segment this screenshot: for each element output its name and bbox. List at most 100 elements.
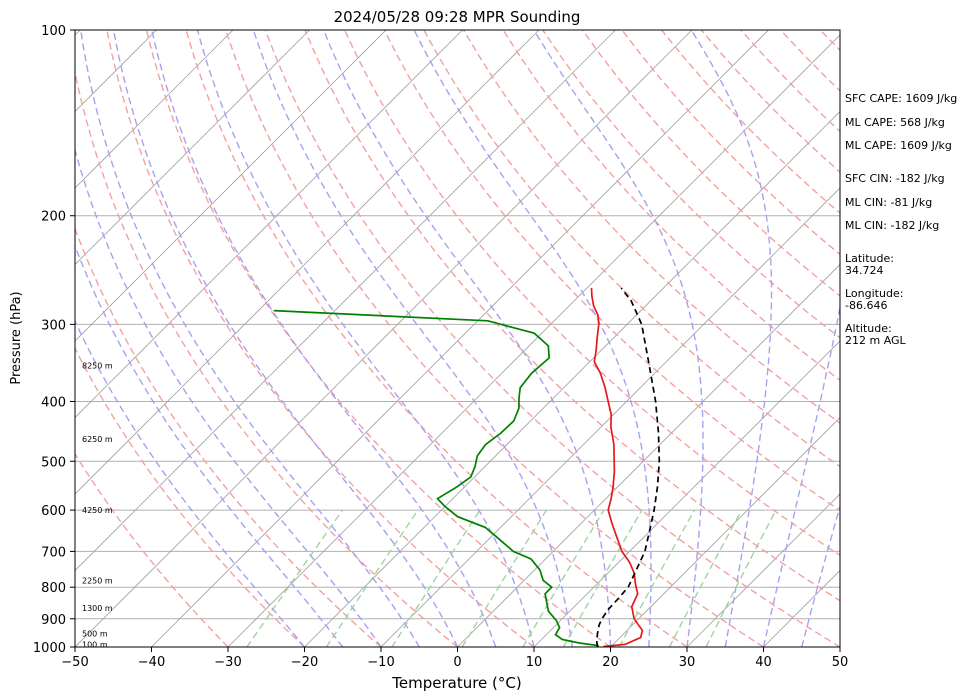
dry-adiabat — [75, 346, 305, 647]
dry-adiabat — [75, 226, 382, 647]
parcel-profile — [595, 287, 661, 647]
isotherm-line — [533, 340, 840, 647]
height-labels: 8250 m 6250 m 4250 m 2250 m 1300 m 500 m 100 m — [82, 362, 113, 650]
mixing-ratio-line — [391, 509, 481, 647]
dry-adiabat — [75, 452, 229, 647]
moist-adiabat — [762, 304, 840, 647]
x-tick-label: −30 — [214, 655, 241, 670]
sounding-profiles — [273, 287, 661, 647]
height-label: 8250 m — [82, 362, 113, 371]
y-tick-label: 300 — [41, 318, 66, 333]
x-tick-label: 40 — [755, 655, 772, 670]
chart-title: 2024/05/28 09:28 MPR Sounding — [334, 8, 581, 26]
isotherm-line — [304, 110, 840, 647]
dry-adiabat — [383, 30, 840, 512]
dry-adiabat — [145, 30, 611, 647]
y-axis: 100 200 300 400 500 600 700 800 900 1000 — [33, 24, 75, 656]
x-axis: −50 −40 −30 −20 −10 0 10 20 30 40 50 — [61, 647, 848, 670]
y-tick-label: 200 — [41, 210, 66, 225]
dry-adiabat — [75, 68, 458, 647]
dry-adiabat — [343, 30, 840, 556]
dry-adiabat — [264, 30, 840, 647]
y-tick-label: 400 — [41, 395, 66, 410]
sfc-cape-text: SFC CAPE: 1609 J/kg — [845, 92, 957, 105]
dry-adiabat — [542, 30, 840, 339]
x-tick-label: 30 — [679, 655, 696, 670]
ml-cape-text-1: ML CAPE: 568 J/kg — [845, 116, 945, 129]
moist-adiabat — [252, 30, 573, 647]
isotherm-line — [227, 34, 840, 647]
y-tick-label: 600 — [41, 504, 66, 519]
dry-adiabat — [423, 30, 840, 468]
dry-adiabat — [462, 30, 840, 424]
longitude-value: -86.646 — [845, 299, 887, 312]
mixing-ratio-line — [705, 509, 777, 647]
moist-adiabat — [801, 503, 840, 647]
sfc-cin-text: SFC CIN: -182 J/kg — [845, 172, 945, 185]
x-tick-label: 50 — [832, 655, 849, 670]
isotherm-line — [75, 30, 463, 419]
height-label: 500 m — [82, 629, 108, 638]
isotherm-line — [686, 493, 840, 647]
x-tick-label: −50 — [61, 655, 88, 670]
mixing-ratio-line — [618, 509, 696, 647]
moist-adiabat — [80, 30, 420, 647]
x-tick-label: −10 — [367, 655, 394, 670]
x-tick-label: −40 — [138, 655, 165, 670]
moist-adiabat — [533, 30, 704, 647]
background-lines — [75, 30, 840, 647]
x-tick-label: 0 — [453, 655, 461, 670]
isotherm-line — [75, 30, 540, 495]
isotherm-line — [75, 30, 693, 647]
dry-adiabat — [502, 30, 840, 382]
dry-adiabat — [304, 30, 840, 602]
moist-adiabat — [75, 319, 306, 647]
dry-adiabat — [106, 30, 535, 647]
latitude-label: Latitude: — [845, 252, 894, 265]
x-tick-label: 20 — [602, 655, 619, 670]
dry-adiabat — [185, 30, 688, 647]
dry-adiabat — [581, 30, 840, 297]
x-tick-label: 10 — [526, 655, 543, 670]
mixing-ratio-line — [461, 509, 548, 647]
altitude-label: Altitude: — [845, 322, 892, 335]
height-label: 2250 m — [82, 576, 113, 585]
x-tick-label: −20 — [291, 655, 318, 670]
mixing-ratio-line — [246, 509, 344, 647]
y-tick-label: 700 — [41, 545, 66, 560]
x-axis-label: Temperature (°C) — [391, 674, 521, 692]
ml-cin-text-2: ML CIN: -182 J/kg — [845, 219, 939, 232]
isotherm-line — [457, 263, 840, 647]
temperature-profile — [590, 288, 644, 647]
ml-cin-text-1: ML CIN: -81 J/kg — [845, 196, 932, 209]
y-axis-label: Pressure (hPa) — [9, 291, 24, 384]
dewpoint-profile — [273, 309, 599, 647]
moist-adiabat — [112, 30, 459, 647]
height-label: 100 m — [82, 640, 108, 649]
altitude-value: 212 m AGL — [845, 334, 907, 347]
longitude-label: Longitude: — [845, 287, 903, 300]
isotherm-line — [75, 30, 616, 572]
ml-cape-text-2: ML CAPE: 1609 J/kg — [845, 139, 952, 152]
moist-adiabat — [75, 147, 382, 647]
y-tick-label: 100 — [41, 24, 66, 39]
y-tick-label: 1000 — [33, 641, 66, 656]
isotherm-line — [75, 30, 234, 189]
moist-adiabat — [75, 244, 344, 647]
y-tick-label: 900 — [41, 613, 66, 628]
moist-adiabat — [413, 30, 652, 647]
height-label: 6250 m — [82, 435, 113, 444]
moist-adiabat — [196, 30, 535, 647]
isotherm-line — [610, 416, 840, 647]
height-label: 1300 m — [82, 604, 113, 613]
moist-adiabat — [690, 30, 773, 647]
height-label: 4250 m — [82, 506, 113, 515]
mixing-ratio-line — [325, 509, 419, 647]
isotherm-line — [380, 187, 840, 647]
mixing-ratio-line — [522, 509, 605, 647]
moist-adiabat — [151, 30, 497, 647]
dry-adiabat — [225, 30, 764, 647]
stats-panel: SFC CAPE: 1609 J/kg ML CAPE: 568 J/kg ML… — [845, 92, 957, 347]
